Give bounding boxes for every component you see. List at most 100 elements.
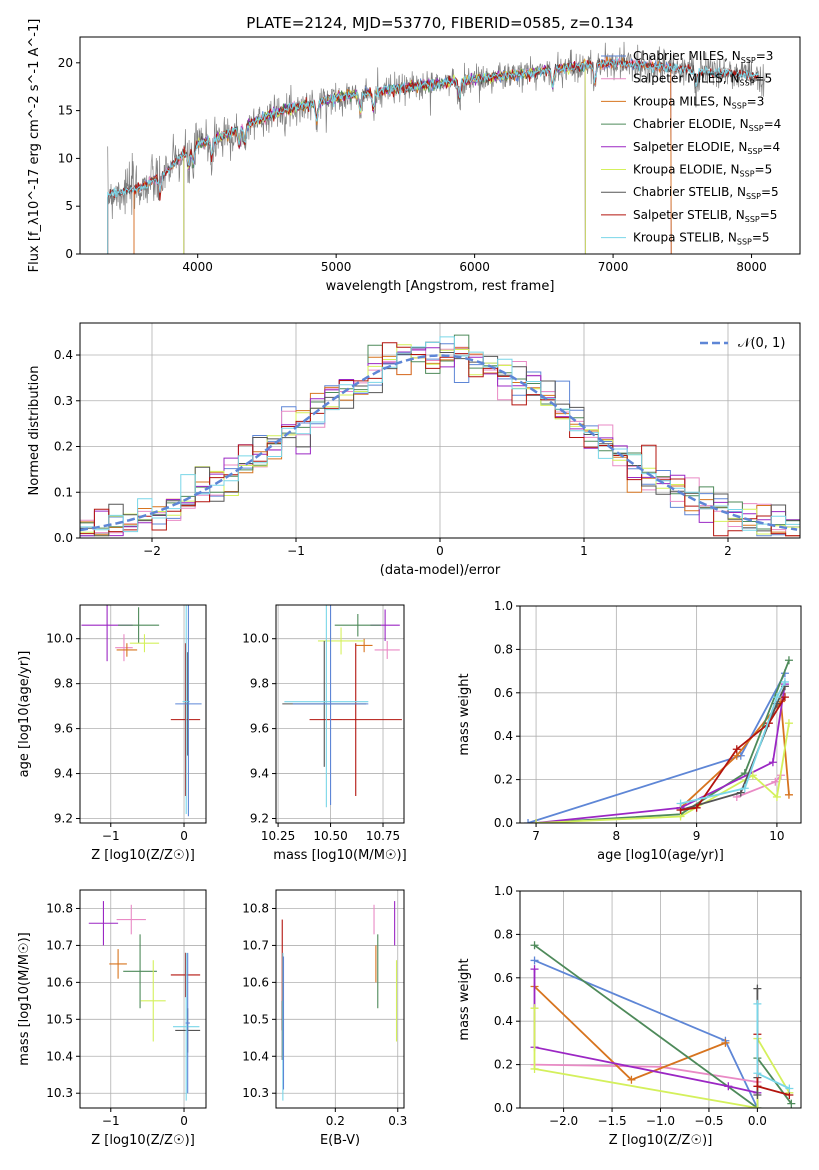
legend-label: Chabrier MILES, NSSP=3 xyxy=(633,49,773,65)
x-tick-label: 0.2 xyxy=(326,1114,345,1128)
y-tick-label: 10.4 xyxy=(242,1049,269,1063)
x-tick-label: 10 xyxy=(769,829,784,843)
axes-frame xyxy=(79,36,801,255)
errorbar-point xyxy=(334,613,381,637)
errorbar-point xyxy=(109,949,127,979)
weight-series-line xyxy=(533,1008,791,1108)
y-tick-label: 15 xyxy=(58,104,73,118)
weight-marker xyxy=(532,819,541,823)
y-tick-label: 10.4 xyxy=(46,1049,73,1063)
weight-marker xyxy=(784,656,793,665)
axes-frame xyxy=(79,322,801,539)
weight-marker xyxy=(753,984,762,993)
errorbar-point xyxy=(115,634,133,662)
legend-model-name: Salpeter STELIB xyxy=(633,208,728,222)
weight-marker xyxy=(780,693,789,702)
x-tick-label: 0 xyxy=(180,829,188,843)
weight-marker xyxy=(530,941,539,950)
errorbar-point xyxy=(140,960,166,1042)
errorbar-point xyxy=(116,643,138,657)
weight-marker xyxy=(530,965,539,974)
x-axis-label: (data-model)/error xyxy=(380,563,501,578)
legend-label: Chabrier STELIB, NSSP=5 xyxy=(633,185,779,201)
x-tick-label: 1 xyxy=(580,544,588,558)
y-tick-label: 9.2 xyxy=(250,812,269,826)
errorbar-point xyxy=(374,640,400,659)
weight-marker xyxy=(732,745,741,754)
errorbar-point xyxy=(284,605,369,808)
legend-nssp: 5 xyxy=(762,231,770,245)
x-axis-label: age [log10(age/yr)] xyxy=(597,848,724,863)
y-tick-label: 5 xyxy=(65,199,73,213)
y-axis-label: Normed distribution xyxy=(27,366,42,496)
y-tick-label: 10.8 xyxy=(242,901,269,915)
chart-weight-vs-age: 7 8 9 10 0.0 0.2 0.4 0.6 0.8 1.0 age [log10(age/yr… xyxy=(457,599,802,863)
weight-marker xyxy=(676,799,685,808)
plot-area xyxy=(530,941,796,1108)
errorbar-point xyxy=(185,952,190,1094)
plot-area xyxy=(281,901,398,1101)
x-tick-label: 4000 xyxy=(182,260,213,274)
y-tick-label: 0.0 xyxy=(494,1101,513,1115)
x-tick-label: 8000 xyxy=(736,260,767,274)
legend-model-name: Kroupa ELODIE xyxy=(633,163,723,177)
model-line xyxy=(107,59,759,254)
chart-mass-vs-Z: −1 0 10.3 10.4 10.5 10.6 10.7 10.8 Z [log10(Z/Z☉… xyxy=(17,889,207,1148)
y-tick-label: 0.8 xyxy=(494,927,513,941)
y-tick-label: 0.0 xyxy=(54,531,73,545)
weight-marker xyxy=(627,1075,636,1084)
legend-label: Salpeter ELODIE, NSSP=4 xyxy=(633,140,780,156)
y-axis-label: Flux [f_λ10^-17 erg cm^-2 s^-1 A^-1] xyxy=(27,19,42,273)
weight-marker xyxy=(772,792,781,801)
weight-marker xyxy=(780,677,789,686)
legend-nssp: 5 xyxy=(770,208,778,222)
legend-label: Salpeter MILES, NSSP=5 xyxy=(633,72,772,88)
x-tick-label: −1.0 xyxy=(646,1114,675,1128)
x-axis-label: Z [log10(Z/Z☉)] xyxy=(91,1133,195,1148)
y-tick-label: 10.3 xyxy=(242,1086,269,1100)
y-tick-label: 1.0 xyxy=(494,599,513,613)
legend-label: Salpeter STELIB, NSSP=5 xyxy=(633,208,777,224)
axes-frame xyxy=(275,604,405,824)
legend-nssp: 4 xyxy=(772,140,780,154)
errorbar-point xyxy=(173,952,200,1101)
y-tick-label: 9.8 xyxy=(250,677,269,691)
legend: 𝒩(0, 1) xyxy=(700,336,785,351)
legend-model-name: Salpeter ELODIE xyxy=(633,140,731,154)
residual-histogram xyxy=(80,341,800,537)
weight-marker xyxy=(721,1038,730,1047)
axes-frame xyxy=(519,605,802,824)
errorbar-point xyxy=(170,952,201,998)
x-tick-label: 10.50 xyxy=(313,829,347,843)
errorbar-point xyxy=(129,634,160,653)
x-tick-label: −0.5 xyxy=(694,1114,723,1128)
y-tick-label: 0.2 xyxy=(54,440,73,454)
errorbar-point xyxy=(175,605,202,817)
legend-model-name: Chabrier MILES xyxy=(633,49,724,63)
errorbar-point xyxy=(317,627,365,655)
y-tick-label: 9.8 xyxy=(54,677,73,691)
y-tick-label: 9.2 xyxy=(54,812,73,826)
weight-series-line xyxy=(680,681,786,805)
normal-reference-curve xyxy=(80,354,798,532)
legend-model-name: Kroupa STELIB xyxy=(633,231,720,245)
x-tick-label: 5000 xyxy=(321,260,352,274)
x-axis-label: mass [log10(M/M☉)] xyxy=(273,848,406,863)
y-tick-label: 0.1 xyxy=(54,485,73,499)
weight-marker xyxy=(771,777,780,786)
y-axis-label: mass [log10(M/M☉)] xyxy=(17,932,32,1065)
errorbar-point xyxy=(88,901,119,946)
chart-spectrum: 4000 5000 6000 7000 8000 0 5 10 15 20 wavelength [… xyxy=(27,19,801,294)
y-tick-label: 0 xyxy=(65,247,73,261)
plot-area xyxy=(282,605,402,808)
axes-frame xyxy=(79,604,207,824)
y-tick-label: 9.6 xyxy=(54,722,73,736)
x-tick-label: −1 xyxy=(102,1114,120,1128)
chart-mass-vs-ebv: 0.2 0.3 10.3 10.4 10.5 10.6 10.7 10.8 E(B-V) xyxy=(242,889,407,1148)
legend-model-name: Salpeter MILES xyxy=(633,72,723,86)
weight-marker xyxy=(785,1084,794,1093)
weight-series-line xyxy=(536,659,790,823)
legend-model-name: Chabrier STELIB xyxy=(633,185,729,199)
legend-nssp: 3 xyxy=(757,94,765,108)
chart-weight-vs-Z: −2.0 −1.5 −1.0 −0.5 0.0 0.0 0.2 0.4 0.6 0.8 1.0 Z [… xyxy=(457,884,802,1148)
